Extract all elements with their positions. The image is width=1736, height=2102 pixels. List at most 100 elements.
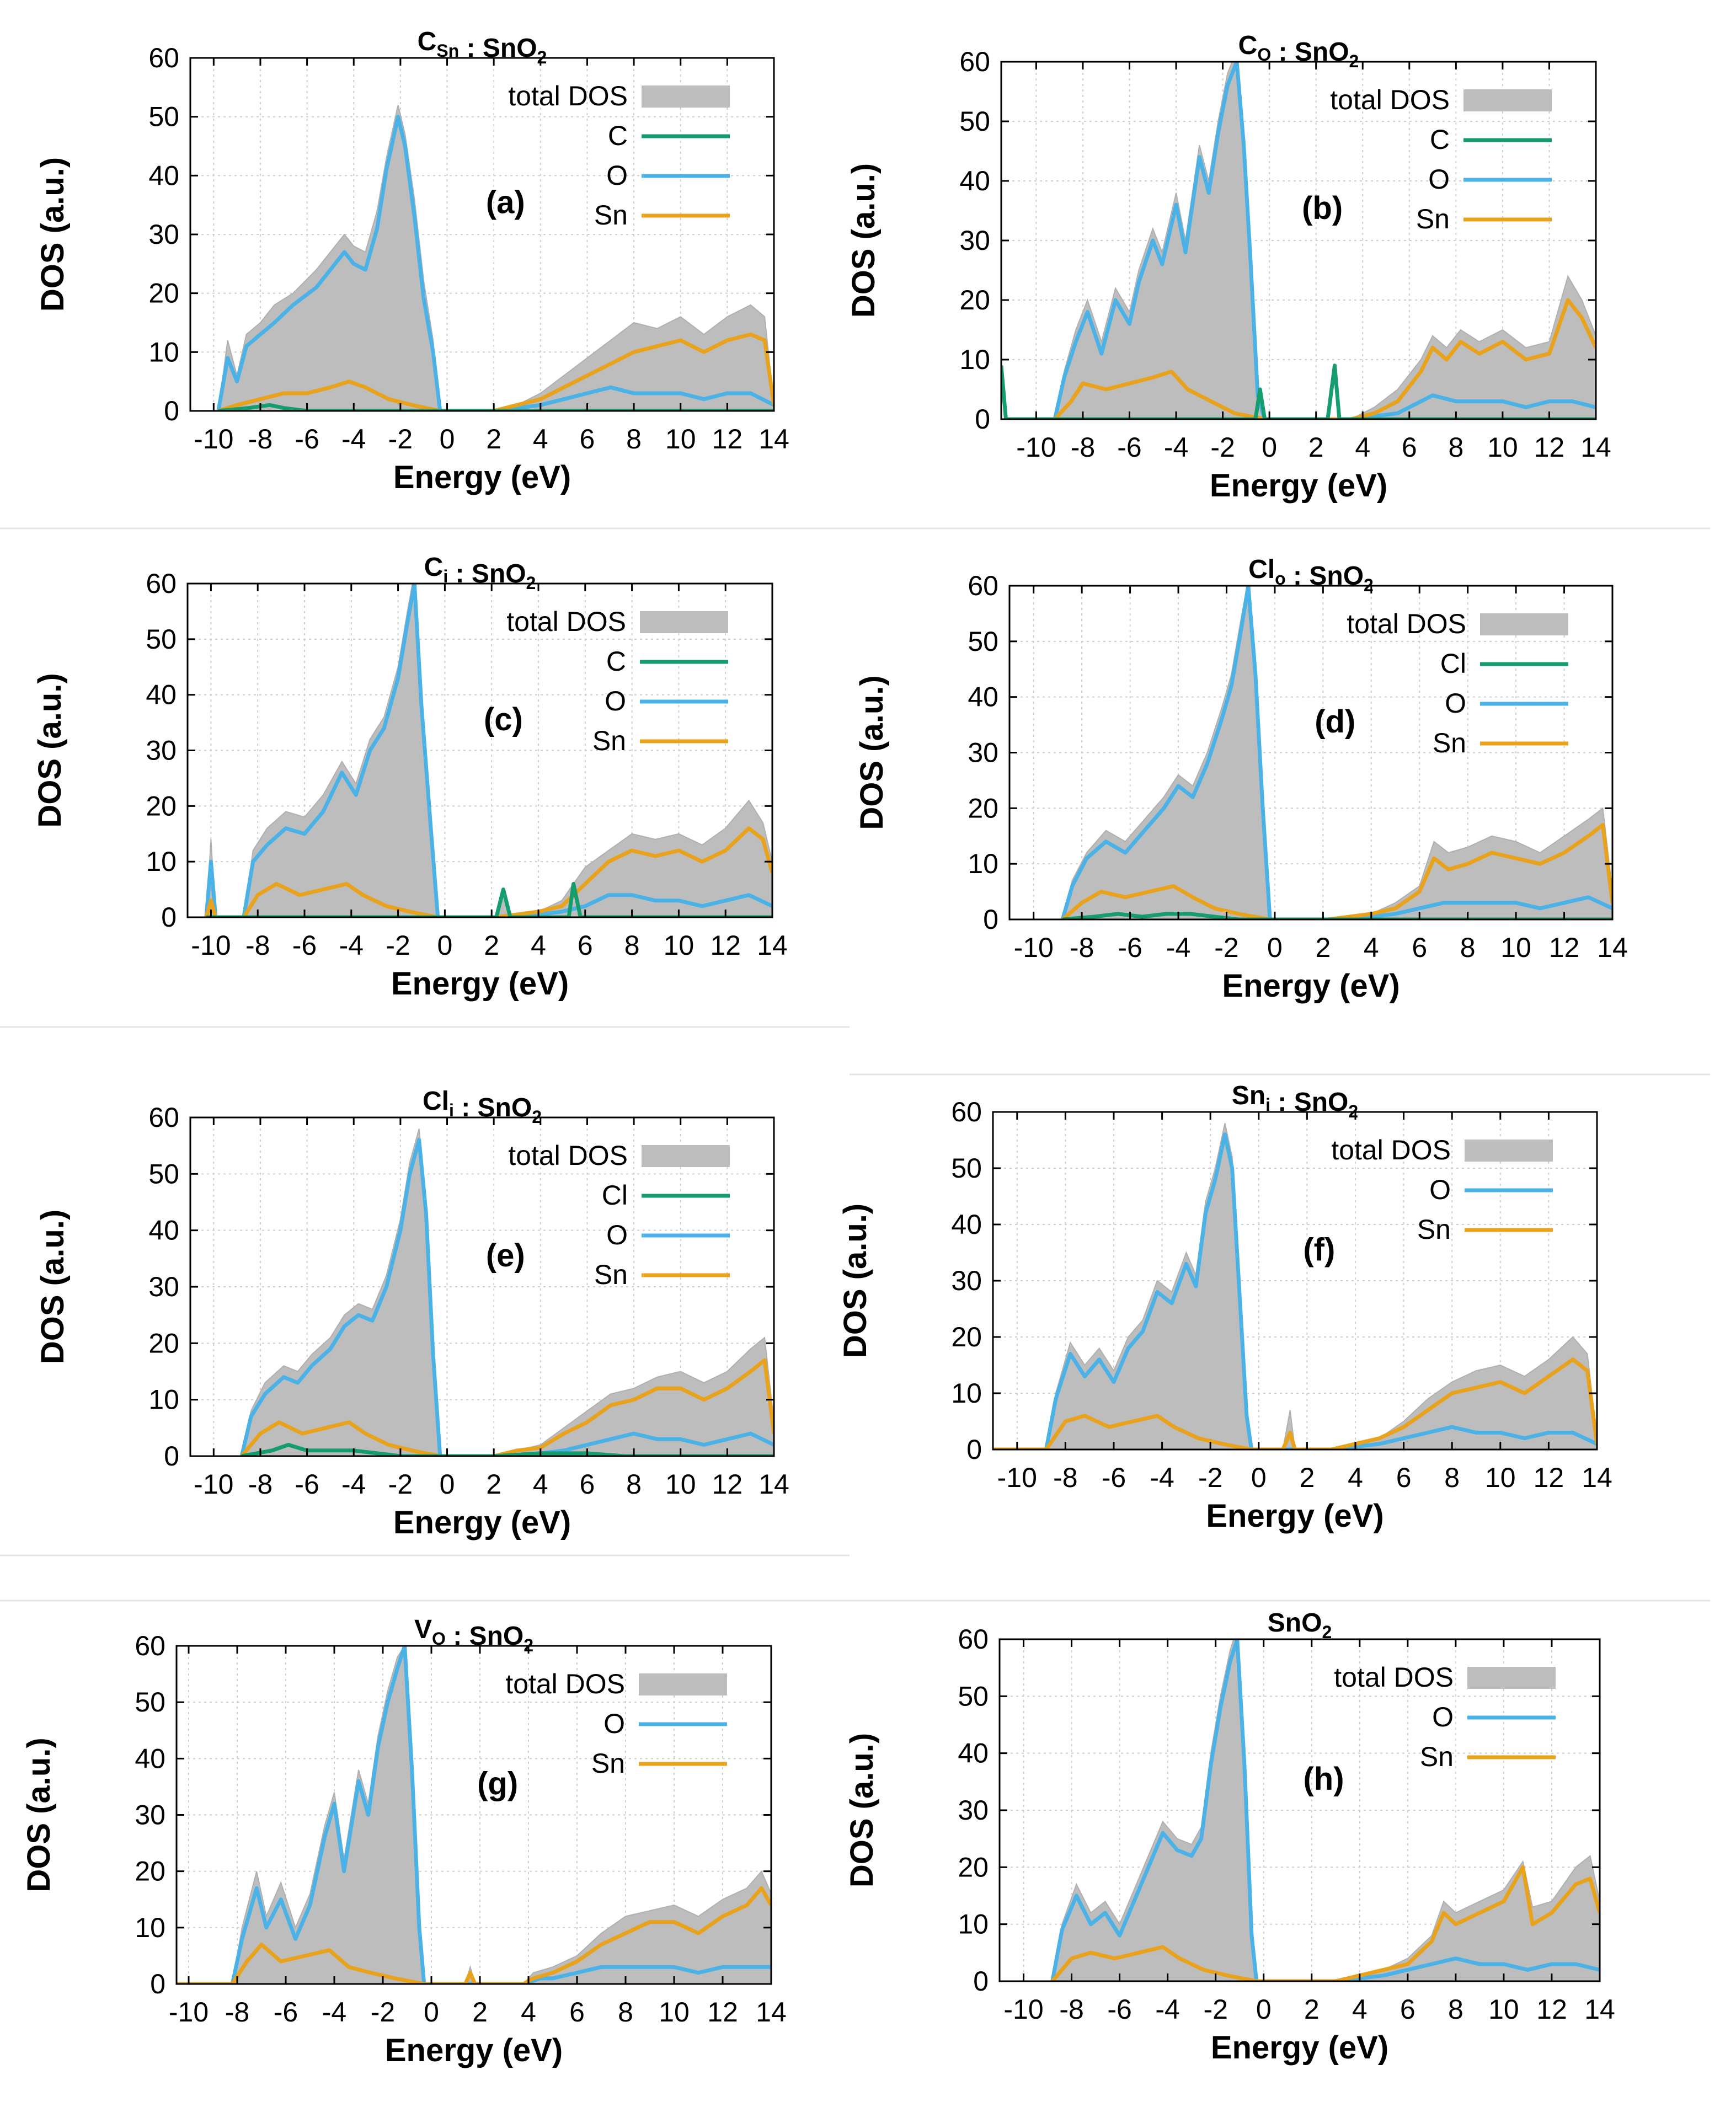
y-tick-label: 20 xyxy=(959,285,990,315)
x-tick-label: -4 xyxy=(1166,932,1190,963)
x-tick-label: 4 xyxy=(531,930,546,961)
legend-label: O xyxy=(603,1708,625,1739)
y-axis-label: DOS (a.u.) xyxy=(854,675,890,830)
y-axis-label: DOS (a.u.) xyxy=(35,157,71,312)
plot-area xyxy=(216,105,774,411)
plot-area xyxy=(239,1128,774,1456)
y-tick-label: 40 xyxy=(148,160,179,191)
series-sn-line xyxy=(1061,823,1612,919)
legend-label: C xyxy=(608,120,628,151)
y-tick-label: 10 xyxy=(958,1909,989,1940)
x-axis-label: Energy (eV) xyxy=(391,966,569,1002)
x-tick-label: -6 xyxy=(295,424,319,454)
y-tick-label: 20 xyxy=(135,1856,165,1887)
x-tick-label: 0 xyxy=(1267,932,1283,963)
x-tick-label: 8 xyxy=(626,424,642,454)
series-o-line xyxy=(1053,62,1596,419)
chart-panel-c: -10 -8 -6 -4 -2 0 2 4 6 8 10 12 14 0 10 20 30 40 50 60 Energ… xyxy=(32,553,788,1002)
y-tick-label: 60 xyxy=(968,570,998,601)
y-tick-label: 40 xyxy=(148,1215,179,1246)
y-tick-label: 60 xyxy=(146,568,177,599)
x-tick-label: 8 xyxy=(1448,432,1463,463)
legend-label: Sn xyxy=(1433,728,1466,758)
x-tick-label: -6 xyxy=(295,1469,319,1500)
y-tick-label: 50 xyxy=(968,626,998,657)
x-tick-label: 6 xyxy=(569,1997,585,2028)
x-tick-label: -4 xyxy=(341,1469,366,1500)
legend-swatch-total xyxy=(1465,1140,1553,1162)
x-tick-label: 2 xyxy=(1304,1994,1320,2025)
y-tick-label: 60 xyxy=(958,1624,989,1655)
x-tick-label: -6 xyxy=(1102,1462,1126,1493)
x-tick-label: -2 xyxy=(371,1997,395,2028)
x-tick-label: 10 xyxy=(665,1469,696,1500)
x-tick-label: -2 xyxy=(388,1469,413,1500)
x-tick-label: 14 xyxy=(1597,932,1628,963)
y-tick-label: 10 xyxy=(148,1384,179,1415)
x-tick-label: 4 xyxy=(533,1469,548,1500)
plot-area xyxy=(177,1646,771,1984)
x-tick-label: 6 xyxy=(1400,1994,1415,2025)
x-tick-label: 12 xyxy=(1536,1994,1567,2025)
y-tick-label: 60 xyxy=(148,1102,179,1133)
x-tick-label: 12 xyxy=(707,1997,738,2028)
legend-label: Sn xyxy=(592,725,626,756)
x-tick-label: 14 xyxy=(759,424,789,454)
x-tick-label: 6 xyxy=(580,424,595,454)
panel-label: (d) xyxy=(1315,704,1355,740)
legend-label: Cl xyxy=(602,1180,628,1211)
y-tick-label: 50 xyxy=(135,1687,165,1718)
x-tick-label: 10 xyxy=(659,1997,690,2028)
legend-label: total DOS xyxy=(506,606,626,637)
x-tick-label: -4 xyxy=(341,424,366,454)
x-axis-label: Energy (eV) xyxy=(1211,2030,1388,2066)
y-tick-label: 0 xyxy=(983,904,998,935)
panel-label: (e) xyxy=(486,1238,525,1274)
legend-label: total DOS xyxy=(1331,1135,1451,1165)
chart-panel-b: -10 -8 -6 -4 -2 0 2 4 6 8 10 12 140102030405060Energ… xyxy=(846,31,1611,504)
legend-label: C xyxy=(1430,124,1450,155)
x-tick-label: 4 xyxy=(521,1997,536,2028)
y-tick-label: 30 xyxy=(959,225,990,256)
y-axis-label: DOS (a.u.) xyxy=(21,1737,57,1892)
plot-area xyxy=(1060,586,1612,919)
x-tick-label: -10 xyxy=(1014,932,1054,963)
chart-panel-e: -10 -8 -6 -4 -2 0 2 4 6 8 10 12 140102030405060Energ… xyxy=(35,1087,789,1541)
legend-swatch-total xyxy=(642,1145,730,1167)
y-tick-label: 50 xyxy=(951,1153,982,1184)
y-axis-label: DOS (a.u.) xyxy=(35,1210,71,1364)
y-tick-label: 20 xyxy=(146,790,177,821)
x-tick-label: 14 xyxy=(1584,1994,1615,2025)
legend-swatch-total xyxy=(639,1673,727,1695)
x-tick-label: 6 xyxy=(1402,432,1417,463)
y-axis-label: DOS (a.u.) xyxy=(32,673,68,827)
x-tick-label: -10 xyxy=(169,1997,209,2028)
legend-label: O xyxy=(1429,1174,1451,1205)
y-tick-label: 60 xyxy=(135,1630,165,1661)
x-tick-label: 14 xyxy=(1580,432,1611,463)
series-total-dos-area xyxy=(1062,586,1612,919)
y-tick-label: 0 xyxy=(975,404,990,435)
x-tick-label: 12 xyxy=(1534,432,1565,463)
x-tick-label: 4 xyxy=(1355,432,1370,463)
x-tick-label: -10 xyxy=(194,424,233,454)
x-tick-label: -10 xyxy=(1016,432,1056,463)
x-tick-label: 12 xyxy=(712,424,743,454)
y-tick-label: 0 xyxy=(150,1969,165,1999)
chart-title: SnO2 xyxy=(1268,1608,1332,1642)
x-tick-label: -2 xyxy=(388,424,413,454)
y-tick-label: 60 xyxy=(148,42,179,73)
x-tick-label: 10 xyxy=(665,424,696,454)
legend-label: total DOS xyxy=(1347,608,1466,639)
legend-label: Sn xyxy=(591,1748,625,1779)
plot-area xyxy=(204,584,772,917)
series-sn-line xyxy=(1053,298,1596,419)
x-tick-label: -8 xyxy=(1053,1462,1077,1493)
panel-label: (a) xyxy=(486,185,525,221)
x-tick-label: -6 xyxy=(292,930,317,961)
x-tick-label: 6 xyxy=(580,1469,595,1500)
x-axis-label: Energy (eV) xyxy=(393,1505,571,1541)
y-tick-label: 60 xyxy=(951,1097,982,1127)
y-axis-label: DOS (a.u.) xyxy=(837,1204,873,1358)
chart-title: VO : SnO2 xyxy=(414,1615,533,1655)
